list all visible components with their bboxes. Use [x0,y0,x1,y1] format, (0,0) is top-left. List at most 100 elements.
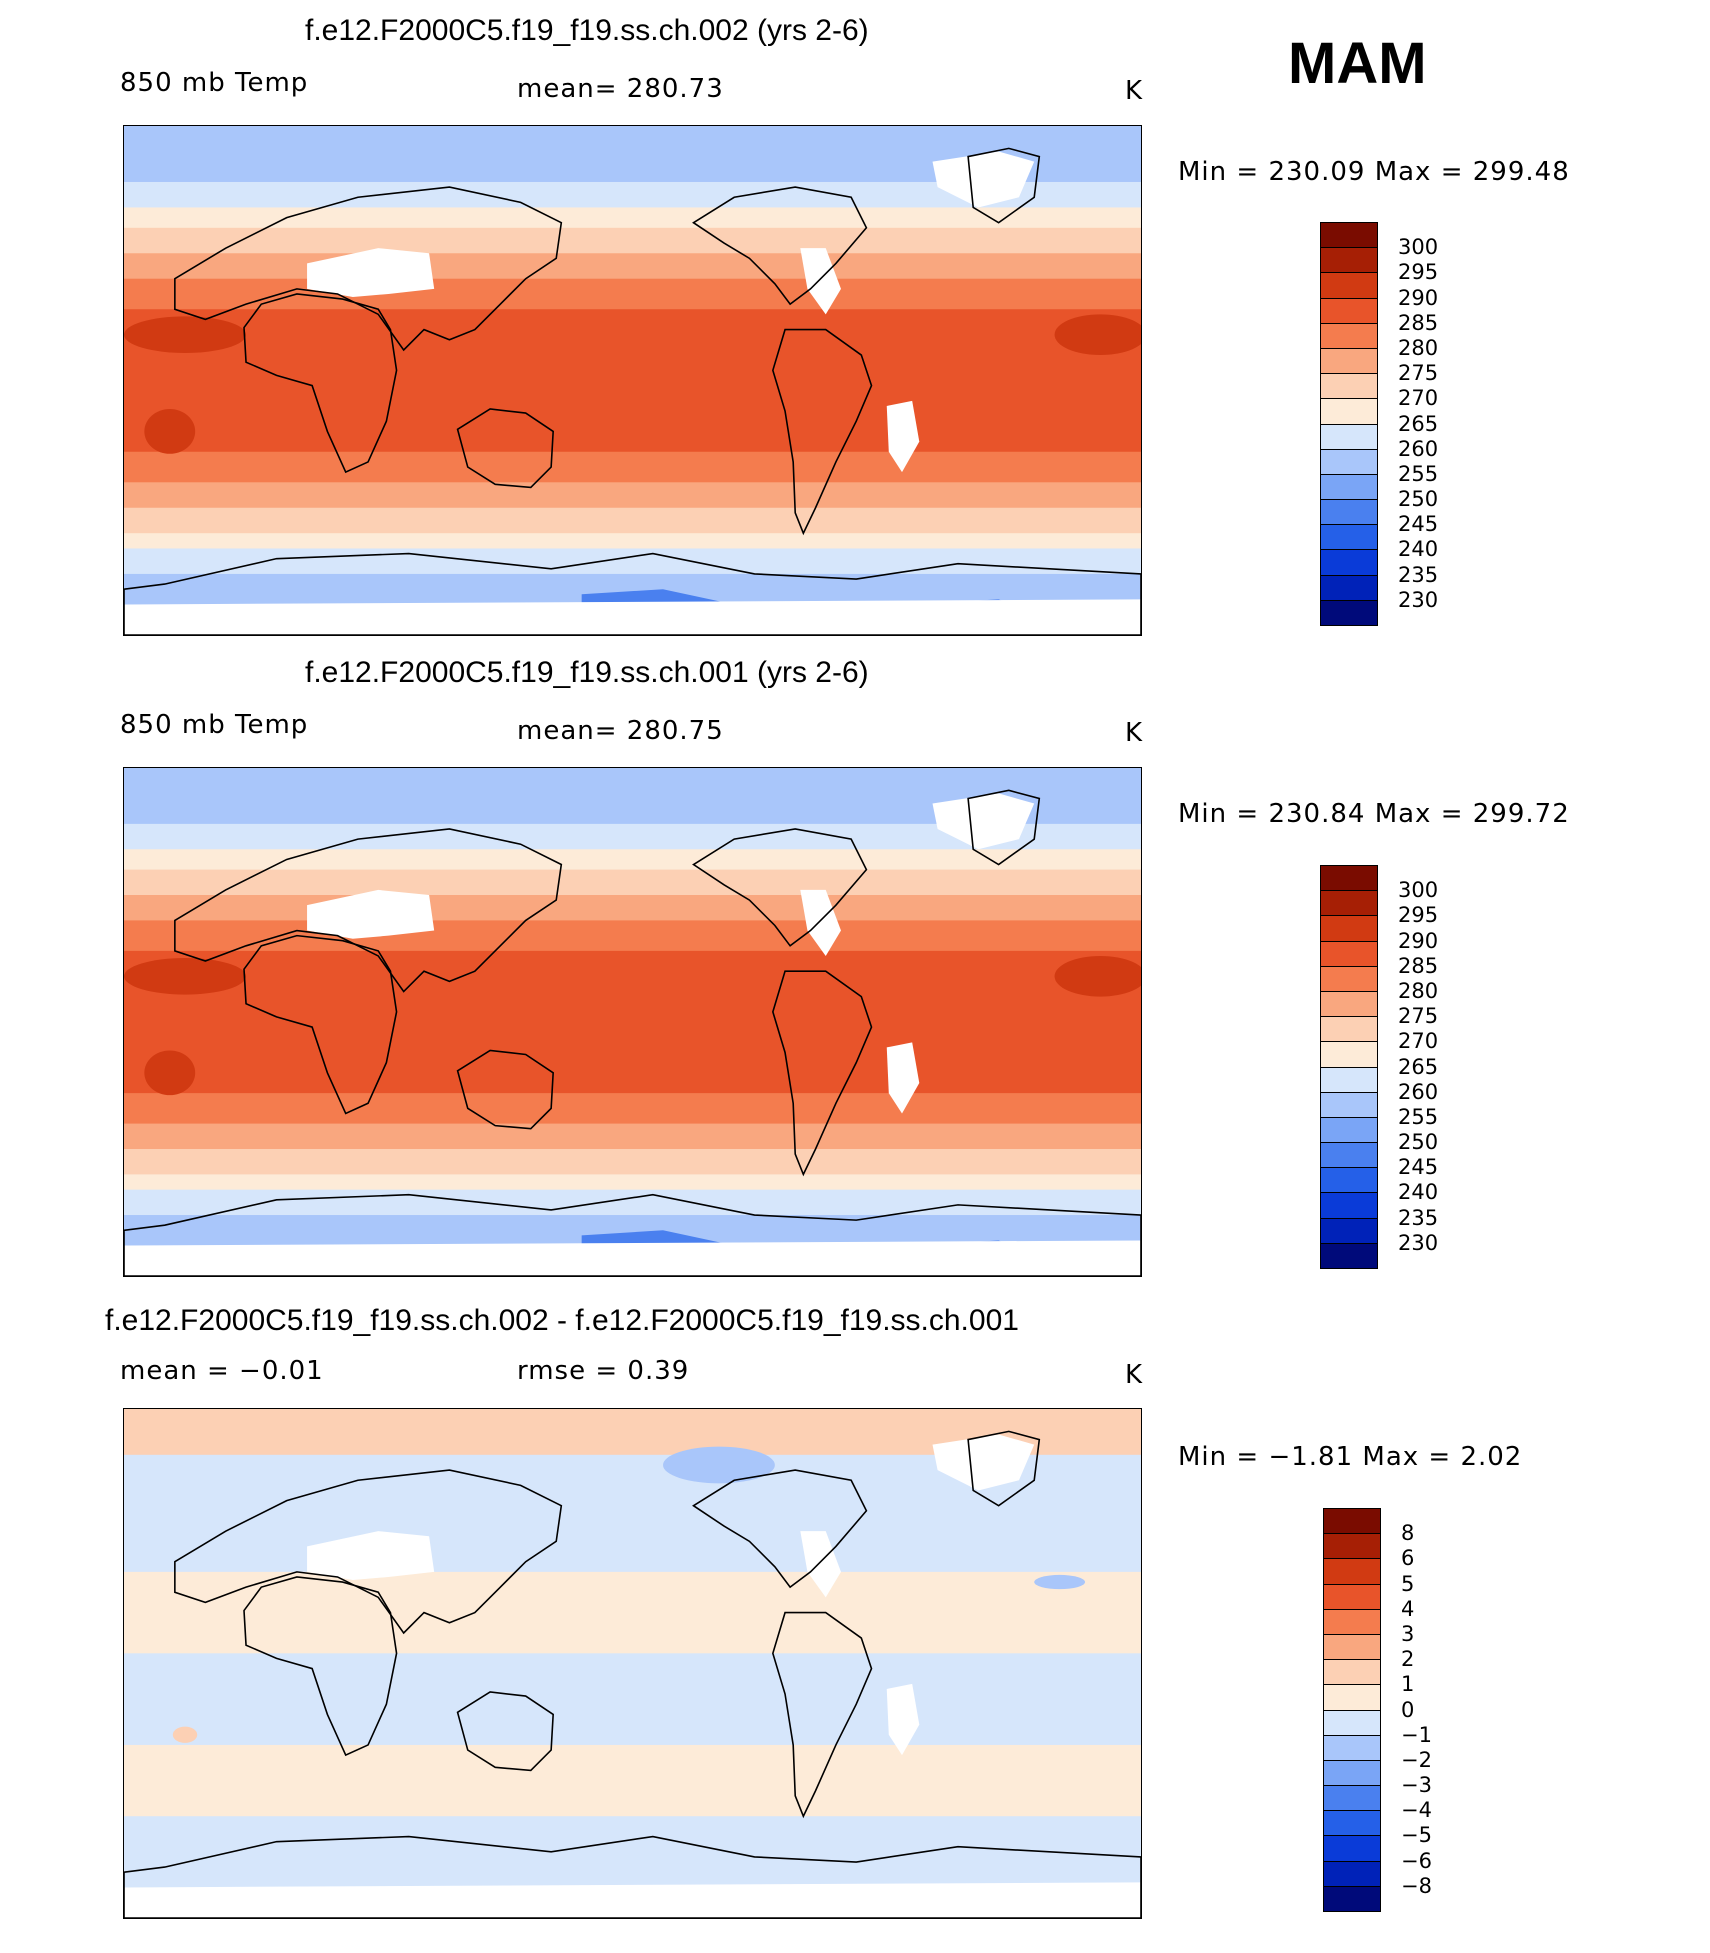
contour-band [663,1446,775,1484]
coastline [244,1577,397,1755]
contour-band [1034,1574,1086,1590]
panel-3-colorbar: 8 6 5 4 3 2 1 0 −1 −2 −3 −4 −5 −6 −8 [1323,1508,1432,1912]
contour-band [124,1571,1141,1655]
coastline [968,148,1039,222]
coastline [968,790,1039,864]
panel-2-variable-label: 850 mb Temp [120,710,309,740]
contour-band [124,533,1141,550]
colorbar-tick-label: 4 [1401,1596,1415,1621]
colorbar-tick-label: 260 [1398,436,1439,461]
colorbar-tick-label: 0 [1401,1697,1415,1722]
colorbar-swatch [1320,940,1378,967]
contour-band [124,895,1141,922]
colorbar-tick-label: 295 [1398,903,1439,928]
colorbar-swatch [1323,1659,1381,1686]
coastline [773,1613,872,1817]
coastline [694,829,867,946]
colorbar-swatch [1320,1217,1378,1244]
contour-band [124,227,1141,255]
colorbar-swatch [1320,322,1378,349]
colorbar-swatch [1320,297,1378,324]
missing-data-mask [307,889,435,939]
colorbar-tick-label: 255 [1398,461,1439,486]
panel-1-minmax: Min = 230.09 Max = 299.48 [1178,157,1570,187]
colorbar-swatch [1323,1860,1381,1887]
contour-band [1054,955,1141,997]
panel-3-rmse-label: rmse = 0.39 [517,1356,690,1386]
colorbar-swatch [1320,373,1378,400]
colorbar-swatch [1320,1167,1378,1194]
colorbar-tick-label: 245 [1398,1155,1439,1180]
colorbar-swatch [1320,1116,1378,1144]
colorbar-tick-label: 235 [1398,1205,1439,1230]
colorbar-swatch [1323,1633,1381,1661]
contour-band [144,1050,196,1096]
contour-band [1054,314,1141,356]
colorbar-tick-label: 8 [1401,1521,1415,1546]
colorbar-tick-label: 235 [1398,562,1439,587]
panel-1-units-label: K [1125,76,1144,106]
colorbar-tick-label: −3 [1401,1773,1432,1798]
colorbar-swatch [1323,1835,1381,1862]
season-label: MAM [1288,31,1427,96]
colorbar-swatch [1323,1785,1381,1812]
colorbar-tick-label: 250 [1398,1130,1439,1155]
missing-data-mask [886,1683,920,1756]
colorbar-swatch [1320,1192,1378,1219]
colorbar-swatch [1320,247,1378,274]
colorbar-swatch [1320,1066,1378,1093]
panel-1-map [123,125,1142,636]
colorbar-tick-label: 5 [1401,1571,1415,1596]
colorbar-tick-label: −4 [1401,1798,1432,1823]
missing-data-mask [800,889,841,956]
colorbar-swatch [1323,1734,1381,1761]
missing-data-mask [886,400,920,473]
coastline [175,187,561,350]
contour-band [124,482,1141,509]
colorbar-swatch [1320,398,1378,425]
colorbar-tick-label: −1 [1401,1722,1432,1747]
coastline [773,330,872,534]
missing-data-mask [886,1042,920,1114]
colorbar-tick-label: 290 [1398,928,1439,953]
colorbar-tick-label: 270 [1398,1029,1439,1054]
colorbar-swatch [1320,549,1378,576]
contour-band [124,1174,1141,1191]
colorbar-swatch [1320,1142,1378,1169]
coastline [244,936,397,1114]
panel-2-colorbar: 300 295 290 285 280 275 270 265 260 255 250 245 240 2… [1320,865,1438,1269]
missing-data-mask [932,1434,1035,1491]
colorbar-swatch [1320,1016,1378,1043]
colorbar-swatch [1323,1583,1381,1610]
colorbar-tick-label: 295 [1398,260,1439,285]
coastline [124,1195,1141,1276]
missing-data-mask [800,248,841,315]
coastline [458,1050,554,1128]
colorbar-tick-label: 240 [1398,537,1439,562]
colorbar-tick-label: 6 [1401,1546,1415,1571]
contour-band [124,1149,1141,1176]
colorbar-tick-label: 230 [1398,1230,1439,1255]
colorbar-tick-label: 280 [1398,335,1439,360]
contour-band [124,869,1141,897]
colorbar-swatch [1320,524,1378,551]
contour-band [124,950,1141,1095]
missing-data-mask [124,1882,1141,1918]
panel-1-title: f.e12.F2000C5.f19_f19.ss.ch.002 (yrs 2-6… [305,14,869,47]
colorbar-swatch [1320,347,1378,375]
missing-data-mask [124,599,1141,635]
panel-3-map [123,1408,1142,1919]
coastline [968,1431,1039,1505]
colorbar-tick-label: −6 [1401,1848,1432,1873]
contour-band [124,1189,1141,1217]
colorbar-tick-label: 280 [1398,978,1439,1003]
colorbar-tick-label: −8 [1401,1873,1432,1898]
colorbar-tick-label: 260 [1398,1079,1439,1104]
colorbar-tick-label: 255 [1398,1104,1439,1129]
colorbar-swatch [1320,473,1378,501]
panel-3-units-label: K [1125,1360,1144,1390]
panel-1-mean-label: mean= 280.73 [517,74,724,104]
coastline [694,187,867,304]
colorbar-swatch [1323,1684,1381,1711]
coastline [244,294,397,472]
